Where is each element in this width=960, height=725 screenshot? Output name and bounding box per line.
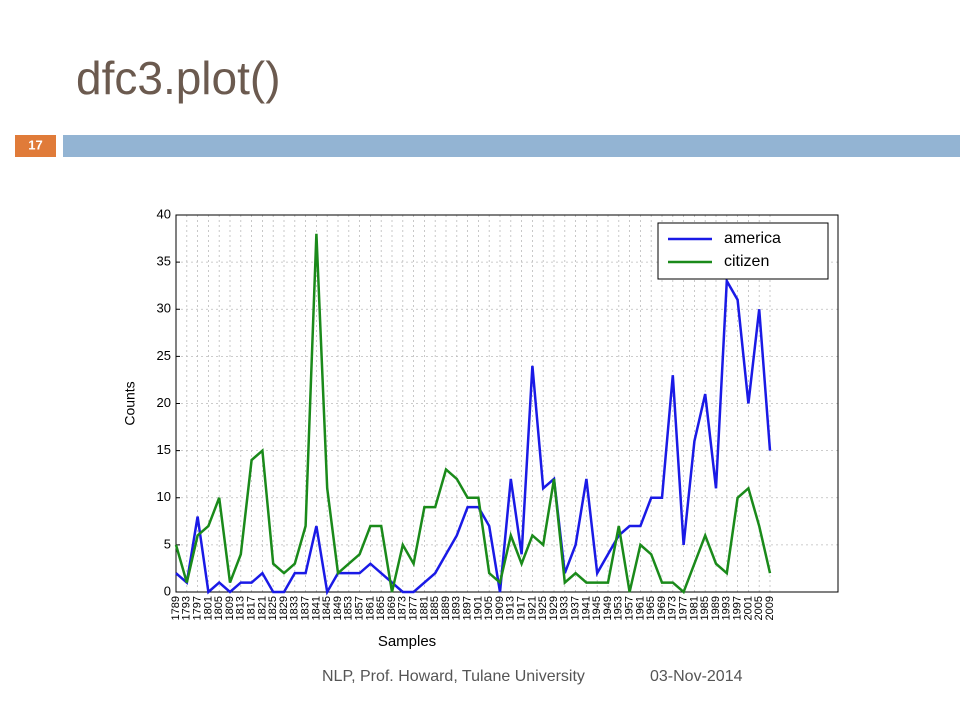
chart: 0 5 10 15 20 25 30 35 40 178917931797180118051809… (122, 206, 839, 650)
x-tick-label: 1985 (699, 596, 711, 620)
legend-label: america (724, 230, 781, 247)
x-tick-label: 2001 (742, 596, 754, 620)
x-tick-label: 1841 (310, 596, 322, 620)
x-tick-label: 1849 (332, 596, 344, 620)
x-tick-label: 1805 (213, 596, 225, 620)
line-series (175, 276, 772, 596)
x-tick-label: 1989 (710, 596, 722, 620)
x-tick-label: 2009 (764, 596, 776, 620)
x-tick-label: 1833 (289, 596, 301, 620)
x-tick-label: 1869 (386, 596, 398, 620)
line-series (174, 233, 772, 595)
x-tick-label: 1829 (278, 596, 290, 620)
legend-box (657, 222, 829, 280)
x-tick-label: 1893 (451, 596, 463, 620)
x-tick-label: 1897 (462, 596, 474, 620)
x-tick-label: 1873 (397, 596, 409, 620)
x-tick-label: 1913 (505, 596, 517, 620)
y-tick-label: 10 (157, 489, 171, 504)
y-tick-label: 30 (157, 301, 171, 316)
x-tick-label: 1813 (235, 596, 247, 620)
x-tick-label: 1865 (375, 596, 387, 620)
x-tick-label: 1793 (181, 596, 193, 620)
x-tick-label: 1957 (624, 596, 636, 620)
x-tick-label: 1981 (688, 596, 700, 620)
x-tick-label: 1821 (256, 596, 268, 620)
y-tick-label: 40 (157, 206, 171, 221)
y-tick-label: 0 (164, 583, 171, 598)
plot-frame (175, 214, 839, 593)
x-tick-label: 1925 (537, 596, 549, 620)
x-tick-label: 1901 (472, 596, 484, 620)
x-tick-label: 1889 (440, 596, 452, 620)
x-tick-label: 1909 (494, 596, 506, 620)
x-tick-label: 1801 (202, 596, 214, 620)
x-tick-label: 1817 (246, 596, 258, 620)
x-axis-label: Samples (378, 633, 436, 650)
x-tick-label: 1789 (170, 596, 182, 620)
y-tick-label: 25 (157, 348, 171, 363)
x-tick-label: 1825 (267, 596, 279, 620)
x-tick-label: 1877 (408, 596, 420, 620)
x-tick-label: 1949 (602, 596, 614, 620)
y-axis-label: Counts (122, 381, 138, 425)
x-tick-label: 1853 (343, 596, 355, 620)
x-tick-label: 1929 (548, 596, 560, 620)
footer-date: 03-Nov-2014 (650, 668, 743, 685)
x-tick-label: 1857 (354, 596, 366, 620)
x-tick-label: 1881 (418, 596, 430, 620)
x-tick-label: 1941 (580, 596, 592, 620)
x-tick-label: 1933 (559, 596, 571, 620)
footer: NLP, Prof. Howard, Tulane University (322, 668, 585, 685)
y-tick-label: 20 (157, 395, 171, 410)
x-tick-label: 1977 (678, 596, 690, 620)
x-tick-label: 1965 (645, 596, 657, 620)
y-tick-label: 15 (157, 442, 171, 457)
x-tick-label: 2005 (753, 596, 765, 620)
x-tick-label: 1837 (300, 596, 312, 620)
x-tick-label: 1921 (526, 596, 538, 620)
x-tick-label: 1997 (732, 596, 744, 620)
x-tick-label: 1797 (192, 596, 204, 620)
x-tick-label: 1885 (429, 596, 441, 620)
x-tick-label: 1969 (656, 596, 668, 620)
header-bar (63, 135, 960, 157)
number-box (15, 135, 56, 157)
y-tick-label: 35 (157, 254, 171, 269)
x-tick-label: 1961 (634, 596, 646, 620)
x-tick-label: 1905 (483, 596, 495, 620)
slide-title: dfc3.plot() (76, 52, 281, 104)
x-tick-label: 1845 (321, 596, 333, 620)
x-tick-label: 1861 (364, 596, 376, 620)
slide-number: 17 (28, 137, 42, 152)
y-tick-label: 5 (164, 536, 171, 551)
legend-label: citizen (724, 253, 769, 270)
x-tick-label: 1945 (591, 596, 603, 620)
x-tick-label: 1973 (667, 596, 679, 620)
x-tick-label: 1993 (721, 596, 733, 620)
x-tick-label: 1937 (570, 596, 582, 620)
x-tick-label: 1953 (613, 596, 625, 620)
x-tick-label: 1809 (224, 596, 236, 620)
x-tick-label: 1917 (516, 596, 528, 620)
